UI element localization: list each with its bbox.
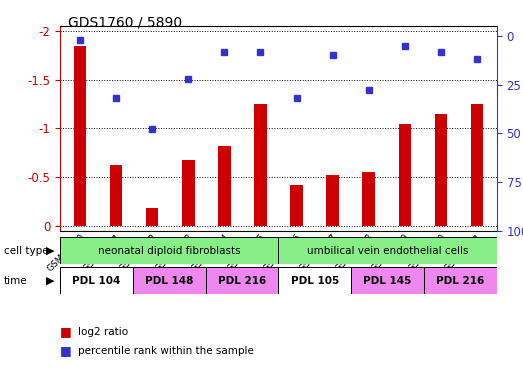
Bar xyxy=(60,237,278,264)
Bar xyxy=(182,160,195,226)
Text: percentile rank within the sample: percentile rank within the sample xyxy=(78,346,254,355)
Bar xyxy=(362,172,375,226)
Text: PDL 148: PDL 148 xyxy=(145,276,194,286)
Text: umbilical vein endothelial cells: umbilical vein endothelial cells xyxy=(307,246,469,256)
Bar xyxy=(399,124,411,226)
Text: ■: ■ xyxy=(60,326,72,338)
Text: PDL 216: PDL 216 xyxy=(218,276,266,286)
Text: PDL 145: PDL 145 xyxy=(363,276,412,286)
Bar xyxy=(424,267,497,294)
Bar xyxy=(60,267,133,294)
Bar xyxy=(74,46,86,226)
Text: cell type: cell type xyxy=(4,246,49,256)
Bar xyxy=(435,114,447,226)
Text: ▶: ▶ xyxy=(46,246,54,256)
Text: GDS1760 / 5890: GDS1760 / 5890 xyxy=(68,15,182,29)
Bar xyxy=(254,104,267,226)
Text: log2 ratio: log2 ratio xyxy=(78,327,129,337)
Bar xyxy=(146,208,158,226)
Bar xyxy=(110,165,122,226)
Text: PDL 216: PDL 216 xyxy=(436,276,485,286)
Text: PDL 104: PDL 104 xyxy=(72,276,121,286)
Text: neonatal diploid fibroblasts: neonatal diploid fibroblasts xyxy=(98,246,241,256)
Bar xyxy=(218,146,231,226)
Text: ■: ■ xyxy=(60,344,72,357)
Bar xyxy=(133,267,206,294)
Text: ▶: ▶ xyxy=(46,276,54,286)
Bar xyxy=(278,237,497,264)
Bar xyxy=(278,267,351,294)
Bar xyxy=(471,104,483,226)
Bar xyxy=(290,185,303,226)
Bar xyxy=(351,267,424,294)
Bar xyxy=(326,175,339,226)
Bar xyxy=(206,267,278,294)
Text: time: time xyxy=(4,276,28,286)
Text: PDL 105: PDL 105 xyxy=(291,276,339,286)
